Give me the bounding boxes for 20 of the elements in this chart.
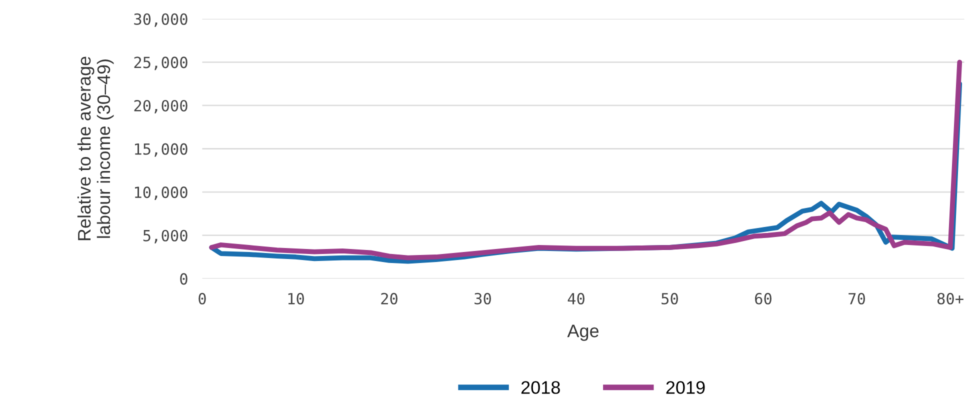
x-tick-label: 10 — [288, 292, 304, 304]
x-tick-label: 80+ — [937, 292, 964, 304]
y-tick-label: 0 — [180, 273, 188, 285]
x-tick-label: 50 — [662, 292, 678, 304]
x-tick-label: 40 — [568, 292, 584, 304]
legend-label: 2018 — [521, 381, 560, 394]
y-tick-label: 5,000 — [143, 230, 188, 244]
y-tick-label: 25,000 — [134, 56, 188, 70]
legend-label: 2019 — [666, 381, 705, 394]
x-tick-label: 30 — [474, 292, 491, 304]
x-tick-label: 60 — [755, 292, 772, 304]
y-tick-label: 20,000 — [134, 100, 188, 114]
x-tick-label: 20 — [381, 292, 398, 304]
y-tick-label: 30,000 — [134, 13, 188, 27]
y-axis-title: Relative to the average labour income (30–49) — [77, 56, 114, 240]
y-tick-label: 15,000 — [135, 143, 188, 157]
x-axis-title: Age — [567, 324, 599, 341]
x-tick-label: 0 — [198, 292, 206, 304]
y-tick-label: 10,000 — [135, 186, 188, 200]
x-tick-label: 70 — [848, 292, 865, 304]
